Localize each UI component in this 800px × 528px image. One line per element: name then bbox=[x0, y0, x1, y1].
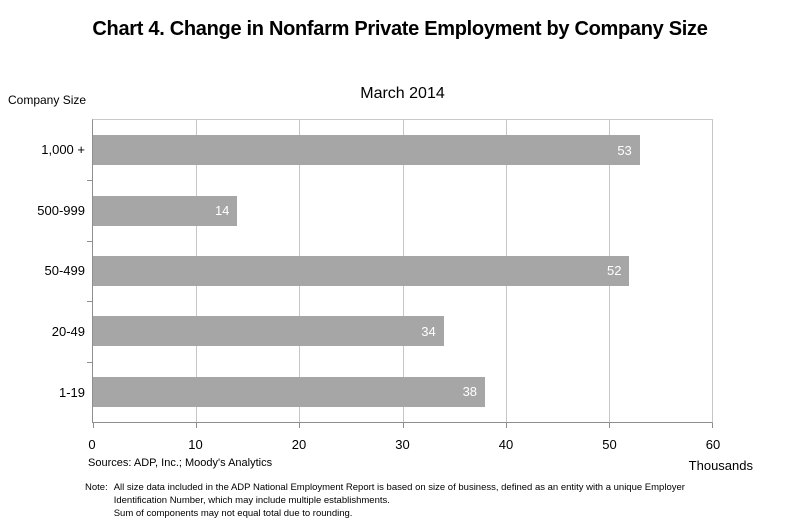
x-tick-label: 60 bbox=[705, 437, 721, 452]
chart-title: Chart 4. Change in Nonfarm Private Emplo… bbox=[92, 18, 708, 40]
bar-row: 14 bbox=[93, 180, 712, 240]
note-line: Identification Number, which may include… bbox=[113, 495, 390, 506]
y-axis-title: Company Size bbox=[8, 93, 87, 107]
note-lines: All size data included in the ADP Nation… bbox=[114, 481, 685, 520]
x-tick-mark bbox=[505, 423, 507, 428]
bar-value-label: 52 bbox=[606, 263, 622, 279]
bar: 52 bbox=[93, 255, 630, 286]
category-label: 20-49 bbox=[51, 324, 85, 340]
plot-area: 53 14 52 34 38 bbox=[87, 119, 713, 428]
note-label: Note: bbox=[85, 482, 108, 493]
x-tick-mark bbox=[402, 423, 404, 428]
category-label: 1,000 + bbox=[41, 141, 85, 157]
chart-subtitle: March 2014 bbox=[360, 85, 445, 102]
y-tick-mark bbox=[87, 240, 93, 242]
x-tick-mark bbox=[93, 423, 94, 428]
bar: 34 bbox=[93, 316, 444, 347]
category-label: 500-999 bbox=[37, 202, 85, 218]
bar: 38 bbox=[93, 376, 486, 407]
x-tick-label: 0 bbox=[88, 437, 96, 452]
note-line: Sum of components may not equal total du… bbox=[113, 508, 353, 519]
x-tick-mark bbox=[196, 423, 198, 428]
x-tick-mark bbox=[299, 423, 301, 428]
category-label: 50-499 bbox=[44, 263, 85, 279]
x-tick-label: 50 bbox=[602, 437, 617, 452]
y-tick-mark bbox=[87, 301, 93, 303]
y-axis-category-labels: 1,000 + 500-999 50-499 20-49 1-19 bbox=[0, 119, 85, 423]
y-tick-mark bbox=[87, 180, 93, 182]
sources-text: Sources: ADP, Inc.; Moody's Analytics bbox=[88, 457, 273, 469]
x-tick-label: 30 bbox=[395, 437, 410, 452]
y-tick-mark bbox=[87, 361, 93, 363]
x-tick-label: 20 bbox=[291, 437, 307, 452]
x-tick-mark bbox=[712, 423, 713, 428]
bar-value-label: 53 bbox=[617, 142, 632, 158]
note-line: All size data included in the ADP Nation… bbox=[113, 482, 685, 493]
note-block: Note: All size data included in the ADP … bbox=[85, 481, 685, 520]
x-tick-label: 10 bbox=[188, 437, 203, 452]
bar-value-label: 34 bbox=[421, 323, 436, 339]
x-axis-unit-label: Thousands bbox=[688, 458, 753, 473]
bar-row: 53 bbox=[93, 120, 712, 180]
bar-value-label: 14 bbox=[214, 203, 230, 219]
bar-value-label: 38 bbox=[462, 384, 478, 400]
bar-row: 52 bbox=[93, 241, 712, 301]
bar-row: 34 bbox=[93, 301, 712, 361]
x-tick-label: 40 bbox=[498, 437, 514, 452]
bar: 14 bbox=[93, 195, 238, 226]
bar: 53 bbox=[93, 135, 640, 166]
bar-rows: 53 14 52 34 38 bbox=[93, 120, 712, 422]
x-tick-mark bbox=[608, 423, 610, 428]
x-axis-tick-labels: 0 10 20 30 40 50 60 bbox=[88, 437, 720, 453]
category-label: 1-19 bbox=[58, 385, 85, 401]
gridline bbox=[712, 120, 713, 422]
bar-row: 38 bbox=[93, 362, 712, 422]
